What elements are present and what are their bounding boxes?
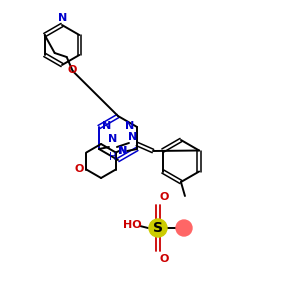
Text: N: N [118, 146, 126, 157]
Text: HO: HO [123, 220, 141, 230]
Text: H: H [109, 152, 117, 162]
Text: O: O [160, 254, 169, 264]
Text: O: O [160, 192, 169, 202]
Text: S: S [153, 221, 163, 235]
Text: N: N [128, 132, 138, 142]
Text: N: N [102, 121, 111, 131]
Circle shape [176, 220, 192, 236]
Text: O: O [75, 164, 84, 175]
Text: O: O [68, 65, 77, 75]
Circle shape [149, 219, 167, 237]
Text: N: N [58, 13, 68, 23]
Text: N: N [108, 134, 118, 144]
Text: N: N [118, 146, 128, 156]
Text: N: N [125, 121, 134, 131]
